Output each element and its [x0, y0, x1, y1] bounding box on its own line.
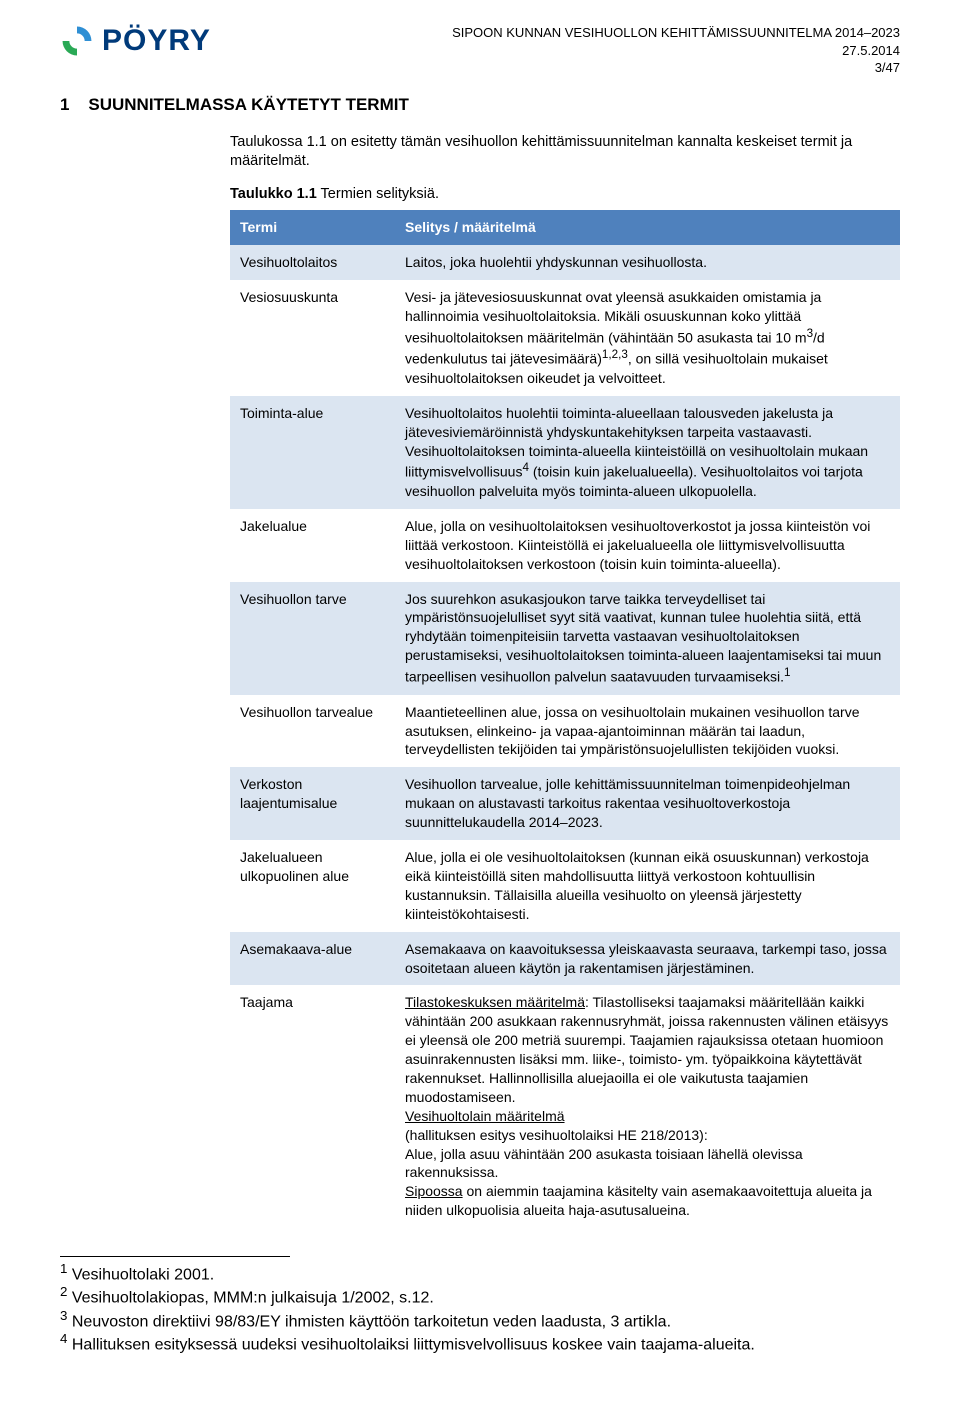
table-row: Vesihuollon tarveJos suurehkon asukasjou… [230, 582, 900, 695]
logo: PÖYRY [60, 24, 211, 58]
definition-cell: Laitos, joka huolehtii yhdyskunnan vesih… [395, 245, 900, 280]
header-meta: SIPOON KUNNAN VESIHUOLLON KEHITTÄMISSUUN… [452, 24, 900, 77]
definition-cell: Alue, jolla on vesihuoltolaitoksen vesih… [395, 509, 900, 582]
definition-cell: Asemakaava on kaavoituksessa yleiskaavas… [395, 932, 900, 986]
term-cell: Vesiosuuskunta [230, 280, 395, 396]
definition-cell: Jos suurehkon asukasjoukon tarve taikka … [395, 582, 900, 695]
terms-table: Termi Selitys / määritelmä Vesihuoltolai… [230, 210, 900, 1228]
table-row: Toiminta-alueVesihuoltolaitos huolehtii … [230, 396, 900, 509]
page: PÖYRY SIPOON KUNNAN VESIHUOLLON KEHITTÄM… [0, 0, 960, 1404]
table-caption: Taulukko 1.1 Termien selityksiä. [230, 186, 900, 202]
definition-cell: Vesihuollon tarvealue, jolle kehittämiss… [395, 767, 900, 840]
table-row: Verkoston laajentumisalueVesihuollon tar… [230, 767, 900, 840]
table-row: JakelualueAlue, jolla on vesihuoltolaito… [230, 509, 900, 582]
table-row: VesiosuuskuntaVesi- ja jätevesiosuuskunn… [230, 280, 900, 396]
page-header: PÖYRY SIPOON KUNNAN VESIHUOLLON KEHITTÄM… [60, 24, 900, 77]
footnote-line: 4 Hallituksen esityksessä uudeksi vesihu… [60, 1331, 900, 1354]
term-cell: Vesihuoltolaitos [230, 245, 395, 280]
intro-paragraph: Taulukossa 1.1 on esitetty tämän vesihuo… [230, 133, 900, 172]
term-cell: Vesihuollon tarve [230, 582, 395, 695]
definition-cell: Maantieteellinen alue, jossa on vesihuol… [395, 695, 900, 768]
term-cell: Asemakaava-alue [230, 932, 395, 986]
term-cell: Toiminta-alue [230, 396, 395, 509]
section-heading: 1 SUUNNITELMASSA KÄYTETYT TERMIT [60, 95, 900, 115]
col-term: Termi [230, 210, 395, 245]
table-row: Vesihuollon tarvealueMaantieteellinen al… [230, 695, 900, 768]
footnote-line: 2 Vesihuoltolakiopas, MMM:n julkaisuja 1… [60, 1284, 900, 1307]
definition-cell: Tilastokeskuksen määritelmä: Tilastollis… [395, 985, 900, 1228]
caption-label: Taulukko 1.1 [230, 186, 317, 202]
section-title-text: SUUNNITELMASSA KÄYTETYT TERMIT [88, 95, 408, 114]
caption-text: Termien selityksiä. [321, 186, 439, 202]
footnote-line: 3 Neuvoston direktiivi 98/83/EY ihmisten… [60, 1308, 900, 1331]
term-cell: Jakelualueen ulkopuolinen alue [230, 840, 395, 932]
table-row: TaajamaTilastokeskuksen määritelmä: Tila… [230, 985, 900, 1228]
table-row: Jakelualueen ulkopuolinen alueAlue, joll… [230, 840, 900, 932]
footnote-line: 1 Vesihuoltolaki 2001. [60, 1261, 900, 1284]
page-number: 3/47 [452, 59, 900, 77]
definition-cell: Vesi- ja jätevesiosuuskunnat ovat yleens… [395, 280, 900, 396]
term-cell: Taajama [230, 985, 395, 1228]
col-definition: Selitys / määritelmä [395, 210, 900, 245]
footnotes: 1 Vesihuoltolaki 2001.2 Vesihuoltolakiop… [60, 1261, 900, 1354]
definition-cell: Vesihuoltolaitos huolehtii toiminta-alue… [395, 396, 900, 509]
doc-title: SIPOON KUNNAN VESIHUOLLON KEHITTÄMISSUUN… [452, 24, 900, 42]
logo-mark-icon [60, 24, 94, 58]
section-number: 1 [60, 95, 69, 114]
term-cell: Jakelualue [230, 509, 395, 582]
term-cell: Verkoston laajentumisalue [230, 767, 395, 840]
table-row: VesihuoltolaitosLaitos, joka huolehtii y… [230, 245, 900, 280]
table-header-row: Termi Selitys / määritelmä [230, 210, 900, 245]
logo-text: PÖYRY [102, 24, 211, 58]
definition-cell: Alue, jolla ei ole vesihuoltolaitoksen (… [395, 840, 900, 932]
table-row: Asemakaava-alueAsemakaava on kaavoitukse… [230, 932, 900, 986]
term-cell: Vesihuollon tarvealue [230, 695, 395, 768]
doc-date: 27.5.2014 [452, 42, 900, 60]
